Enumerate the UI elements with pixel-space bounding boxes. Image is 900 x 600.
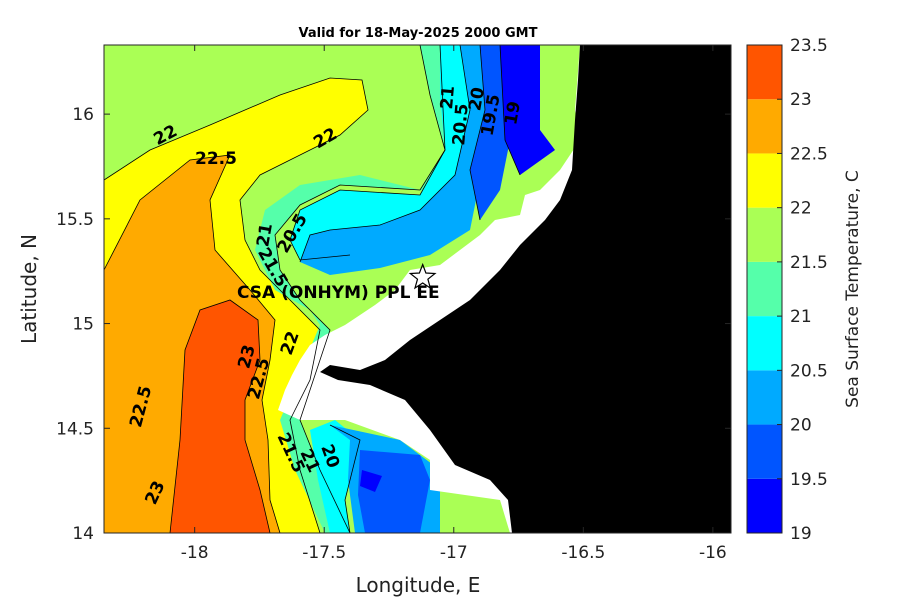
contour-label: 19 [501,100,525,127]
contour-23 [169,299,271,533]
y-tick-label: 15.5 [56,210,94,230]
contour-label: 21 [437,85,459,110]
contour-20 [469,45,486,221]
colorbar: 19 19.5 20 20.5 21 21.5 22 22.5 23 23.5 [746,36,828,544]
colorbar-band [747,99,782,154]
colorbar-tick-label: 20 [790,416,812,436]
y-axis-label: Latitude, N [17,234,41,344]
colorbar-band [747,261,782,317]
y-axis: 14 14.5 15 15.5 16 [56,105,731,544]
colorbar-tick-label: 21.5 [790,253,828,273]
band-23-23.5 [170,300,270,533]
contour-20.5 [299,45,471,263]
band-19.5-20 [470,45,510,220]
contour-22.5 [104,154,281,533]
colorbar-band [747,207,782,262]
contour-label: 22.5 [195,149,237,169]
contour-22-north [104,77,369,533]
station-star-icon [408,262,437,290]
contour-label: 20.5 [449,103,473,147]
band-20.5-21-south [310,420,360,533]
y-tick-label: 15 [72,315,94,335]
x-tick-label: -16 [699,543,727,563]
colorbar-band [747,370,782,425]
contour-19.5 [499,45,521,176]
colorbar-tick-label: 22.5 [790,144,828,164]
colorbar-tick-label: 23 [790,90,812,110]
land [320,45,731,533]
colorbar-tick-label: 19 [790,524,812,544]
contour-label: 20 [465,86,489,113]
x-axis-label: Longitude, E [356,573,481,597]
station-marker [408,262,437,290]
colorbar-frame [746,44,783,534]
y-tick-label: 16 [72,105,94,125]
colorbar-tick-label: 19.5 [790,470,828,490]
colorbar-band [747,45,782,100]
x-axis: -18 -17.5 -17 -16.5 -16 [181,45,727,563]
plot-area: 22 22.5 22 21 20.5 20 19.5 19 21 20.5 21… [104,45,731,533]
band-19.5-20-south [358,450,430,533]
chart-title: Valid for 18-May-2025 2000 GMT [299,26,538,41]
x-tick-label: -17 [440,543,468,563]
colorbar-band [747,424,782,479]
station-label: CSA (ONHYM) PPL EE [237,283,440,303]
x-tick-label: -16.5 [561,543,605,563]
contour-21 [289,45,446,261]
colorbar-tick-label: 23.5 [790,36,828,56]
colorbar-label: Sea Surface Temperature, C [843,170,863,408]
y-tick-label: 14.5 [56,419,94,439]
colorbar-tick-label: 20.5 [790,361,828,381]
contour-south [329,424,361,533]
colorbar-tick-label: 21 [790,307,812,327]
contour-label: 21 [253,222,277,249]
colorbar-band [747,153,782,208]
band-19-19.5 [500,45,555,175]
colorbar-band [747,316,782,371]
band-19-19.5-south [360,470,382,492]
y-tick-label: 14 [72,524,94,544]
colorbar-tick-label: 22 [790,199,812,219]
plot-frame [103,44,732,534]
band-20-20.5 [300,45,490,275]
x-tick-label: -18 [181,543,209,563]
colorbar-band [747,478,782,533]
x-tick-label: -17.5 [302,543,346,563]
